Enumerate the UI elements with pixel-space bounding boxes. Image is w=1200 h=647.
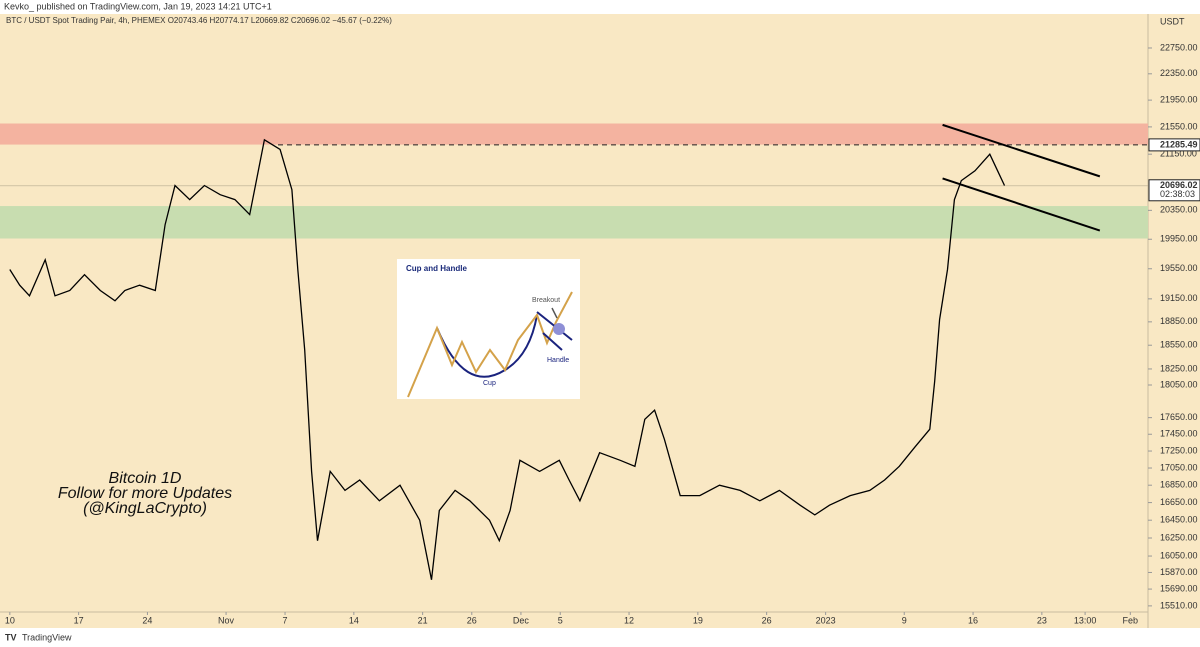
countdown: 02:38:03 <box>1160 189 1195 199</box>
x-tick-label: 26 <box>467 615 477 625</box>
price-zone <box>0 206 1148 239</box>
y-tick-label: 22350.00 <box>1160 68 1198 78</box>
y-tick-label: 18050.00 <box>1160 379 1198 389</box>
chart-title: BTC / USDT Spot Trading Pair, 4h, PHEMEX… <box>6 16 392 25</box>
y-tick-label: 19550.00 <box>1160 263 1198 273</box>
x-tick-label: 14 <box>349 615 359 625</box>
y-tick-label: 15870.00 <box>1160 567 1198 577</box>
price-zone <box>0 123 1148 145</box>
breakout-dot <box>553 323 565 335</box>
trendline <box>942 177 1101 232</box>
x-tick-label: 13:00 <box>1074 615 1097 625</box>
inset-title: Cup and Handle <box>406 264 467 273</box>
trendline <box>942 123 1101 178</box>
y-tick-label: 21950.00 <box>1160 94 1198 104</box>
y-tick-label: 18250.00 <box>1160 363 1198 373</box>
annotation: Bitcoin 1D <box>109 470 182 487</box>
y-tick-label: 18850.00 <box>1160 316 1198 326</box>
x-tick-label: 24 <box>142 615 152 625</box>
y-tick-label: 16450.00 <box>1160 515 1198 525</box>
inset-label: Cup <box>483 380 496 387</box>
price-marker <box>1148 179 1200 202</box>
x-tick-label: 23 <box>1037 615 1047 625</box>
x-tick-label: 7 <box>283 615 288 625</box>
y-tick-label: 15690.00 <box>1160 583 1198 593</box>
y-tick-label: 21150.00 <box>1160 149 1197 159</box>
y-tick-label: 16850.00 <box>1160 480 1198 490</box>
y-tick-label: 18550.00 <box>1160 340 1198 350</box>
y-tick-label: 16050.00 <box>1160 550 1198 560</box>
y-tick-label: 19950.00 <box>1160 234 1198 244</box>
x-tick-label: Dec <box>513 615 530 625</box>
x-tick-label: 9 <box>902 615 907 625</box>
y-tick-label: 17450.00 <box>1160 429 1198 439</box>
y-tick-label: 17650.00 <box>1160 412 1198 422</box>
price-marker <box>1148 138 1200 152</box>
x-tick-label: Feb <box>1123 615 1139 625</box>
x-axis-area <box>0 612 1148 628</box>
y-tick-label: 16650.00 <box>1160 497 1198 507</box>
brand: TradingView <box>22 632 72 642</box>
price-path <box>407 291 573 398</box>
y-tick-label: 17250.00 <box>1160 445 1198 455</box>
annotation: (@KingLaCrypto) <box>83 500 207 517</box>
y-tick-label: 15510.00 <box>1160 600 1198 610</box>
handle-line <box>542 332 563 351</box>
x-tick-label: 2023 <box>816 615 836 625</box>
x-tick-label: 5 <box>558 615 563 625</box>
x-tick-label: 21 <box>418 615 428 625</box>
y-axis-label: USDT <box>1160 16 1185 26</box>
inset-label: Breakout <box>532 297 560 304</box>
x-tick-label: 10 <box>5 615 15 625</box>
x-tick-label: 19 <box>693 615 703 625</box>
y-tick-label: 17050.00 <box>1160 462 1198 472</box>
inset-label: Handle <box>547 357 569 364</box>
y-tick-label: 22750.00 <box>1160 42 1198 52</box>
price-marker-label: 20696.02 <box>1160 180 1198 190</box>
x-tick-label: Nov <box>218 615 235 625</box>
y-axis-area <box>1148 14 1200 628</box>
x-tick-label: 26 <box>762 615 772 625</box>
x-tick-label: 17 <box>74 615 84 625</box>
price-marker-label: 21285.49 <box>1160 139 1198 149</box>
annotation: Follow for more Updates <box>58 485 232 502</box>
brand-logo: TV <box>5 632 17 642</box>
x-tick-label: 12 <box>624 615 634 625</box>
y-tick-label: 19150.00 <box>1160 293 1198 303</box>
publisher: Kevko_ published on TradingView.com, Jan… <box>4 1 272 11</box>
x-tick-label: 16 <box>968 615 978 625</box>
price-line <box>9 138 1006 580</box>
y-tick-label: 20350.00 <box>1160 205 1198 215</box>
y-tick-label: 21550.00 <box>1160 121 1198 131</box>
arrow <box>551 307 558 319</box>
y-tick-label: 16250.00 <box>1160 532 1198 542</box>
inset: Cup and Handle Breakout Cup Handle <box>397 259 580 399</box>
